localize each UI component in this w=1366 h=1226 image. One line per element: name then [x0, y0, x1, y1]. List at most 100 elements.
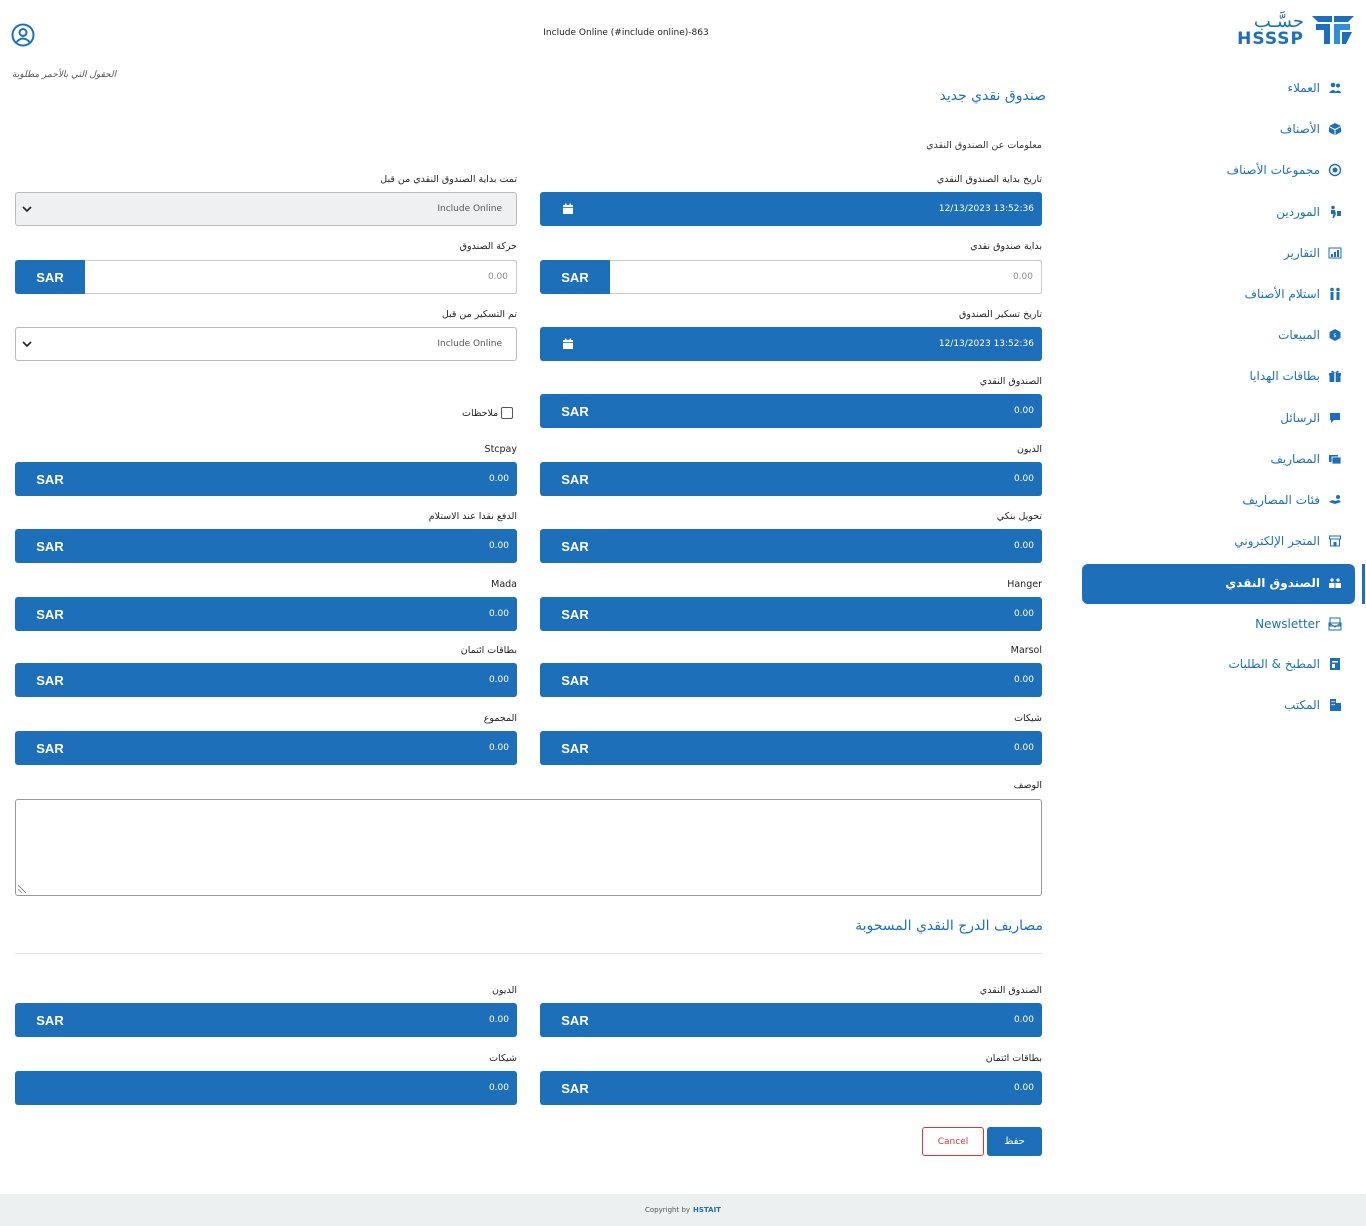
cancel-button[interactable]: Cancel	[922, 1127, 984, 1156]
start-date-field[interactable]: 12/13/2023 13:52:36	[540, 192, 1042, 226]
hanger-label: Hanger	[1007, 579, 1042, 590]
sidebar-item-office[interactable]: المكتب	[1284, 693, 1342, 717]
sidebar-item-cash-register[interactable]: الصندوق النقدي	[1225, 571, 1342, 595]
close-date-field[interactable]: 12/13/2023 13:52:36	[540, 327, 1042, 361]
newsletter-icon	[1328, 617, 1342, 631]
closed-by-select[interactable]: Include Online	[15, 327, 517, 361]
withdrawn-credit-amount-field[interactable]: SAR 0.00	[540, 1071, 1042, 1105]
footer: Copyright by HSTAIT	[0, 1194, 1366, 1226]
total-label: المجموع	[483, 713, 517, 724]
sidebar-item-customers[interactable]: العملاء	[1287, 76, 1342, 100]
sidebar-item-newsletter[interactable]: Newsletter	[1255, 612, 1342, 636]
currency-label: SAR	[36, 538, 64, 554]
footer-brand-link[interactable]: HSTAIT	[693, 1206, 721, 1214]
checks-amount-field[interactable]: SAR 0.00	[540, 731, 1042, 765]
supplier-icon	[1328, 205, 1342, 219]
stcpay-label: Stcpay	[484, 444, 517, 455]
sidebar-item-label: المصاريف	[1270, 452, 1320, 466]
withdrawn-cash-amount-value: 0.00	[1013, 1015, 1034, 1025]
notes-label: ملاحظات	[462, 407, 499, 419]
expense-icon	[1328, 452, 1342, 466]
app-logo[interactable]: حسَّـب HSSSP	[1228, 8, 1356, 52]
description-textarea[interactable]	[15, 799, 1042, 896]
users-icon	[1328, 81, 1342, 95]
sidebar-item-online-store[interactable]: المتجر الإلكتروني	[1234, 529, 1342, 553]
close-date-value: 12/13/2023 13:52:36	[938, 339, 1034, 349]
nav-active-highlight	[1082, 564, 1355, 604]
stcpay-amount-field[interactable]: SAR 0.00	[15, 462, 517, 496]
currency-blank	[15, 1071, 85, 1105]
close-date-label: تاريخ تسكير الصندوق	[959, 309, 1042, 320]
withdrawn-cash-amount-field[interactable]: SAR 0.00	[540, 1003, 1042, 1037]
currency-label: SAR	[561, 269, 589, 285]
sidebar-item-sales[interactable]: $ المبيعات	[1278, 323, 1342, 347]
notes-checkbox[interactable]	[501, 407, 514, 419]
currency-label: SAR	[36, 269, 64, 285]
mada-amount-field[interactable]: SAR 0.00	[15, 597, 517, 631]
credit-cards-amount-value: 0.00	[488, 675, 509, 685]
sidebar-item-suppliers[interactable]: الموردين	[1276, 200, 1342, 224]
cash-amount-field[interactable]: SAR 0.00	[540, 394, 1042, 428]
sidebar-item-kitchen-orders[interactable]: المطبخ & الطلبات	[1228, 652, 1342, 676]
expense-category-icon	[1328, 493, 1342, 507]
debts-amount-field[interactable]: SAR 0.00	[540, 462, 1042, 496]
sidebar-item-messages[interactable]: الرسائل	[1280, 406, 1342, 430]
sidebar-item-label: التقارير	[1283, 246, 1320, 260]
withdrawn-debts-amount-field[interactable]: SAR 0.00	[15, 1003, 517, 1037]
chevron-down-icon	[22, 341, 32, 348]
sidebar-item-expenses[interactable]: المصاريف	[1270, 447, 1342, 471]
sidebar-item-label: الأصناف	[1279, 122, 1320, 136]
marsol-amount-field[interactable]: SAR 0.00	[540, 663, 1042, 697]
form-title: صندوق نقدي جديد	[939, 88, 1046, 104]
notes-checkbox-row[interactable]: ملاحظات	[462, 407, 514, 419]
svg-text:$: $	[1333, 333, 1336, 339]
sales-icon: $	[1328, 328, 1342, 342]
opening-amount-field[interactable]: SAR 0.00	[540, 260, 1042, 294]
section-divider	[15, 953, 1042, 954]
sidebar-item-items[interactable]: الأصناف	[1280, 117, 1342, 141]
started-by-select[interactable]: Include Online	[15, 192, 517, 226]
sidebar-item-receiving[interactable]: استلام الأصناف	[1245, 282, 1343, 306]
calendar-icon	[563, 203, 573, 214]
movement-amount-field[interactable]: SAR 0.00	[15, 260, 517, 294]
marsol-label: Marsol	[1010, 645, 1042, 656]
cod-amount-field[interactable]: SAR 0.00	[15, 529, 517, 563]
sidebar-item-label: Newsletter	[1255, 617, 1320, 631]
form-subtitle: معلومات عن الصندوق النقدي	[926, 140, 1042, 151]
sidebar-item-expense-categories[interactable]: فئات المصاريف	[1242, 488, 1342, 512]
sidebar-item-label: الرسائل	[1280, 411, 1320, 425]
closed-by-label: تم التسكير من قبل	[441, 309, 517, 320]
save-button[interactable]: حفظ	[987, 1127, 1042, 1156]
total-amount-field[interactable]: SAR 0.00	[15, 731, 517, 765]
credit-cards-amount-field[interactable]: SAR 0.00	[15, 663, 517, 697]
sidebar-item-reports[interactable]: التقارير	[1284, 241, 1342, 265]
sidebar-item-label: استلام الأصناف	[1244, 287, 1321, 301]
marsol-amount-value: 0.00	[1013, 675, 1034, 685]
group-icon	[1328, 163, 1342, 177]
sidebar-item-label: المتجر الإلكتروني	[1234, 534, 1320, 548]
bank-transfer-label: تحويل بنكي	[996, 511, 1042, 522]
store-icon	[1328, 534, 1342, 548]
logo-arabic: حسَّـب	[1253, 10, 1304, 32]
currency-label: SAR	[36, 1012, 64, 1028]
hanger-amount-field[interactable]: SAR 0.00	[540, 597, 1042, 631]
opening-amount-value: 0.00	[610, 260, 1042, 294]
currency-label: SAR	[561, 740, 589, 756]
box-icon	[1328, 122, 1342, 136]
closed-by-value: Include Online	[437, 339, 502, 349]
withdrawn-checks-amount-value: 0.00	[488, 1083, 509, 1093]
currency-label: SAR	[561, 606, 589, 622]
user-profile-icon[interactable]	[11, 23, 35, 47]
withdrawn-checks-amount-field[interactable]: 0.00	[15, 1071, 517, 1105]
checks-label: شيكات	[1014, 713, 1042, 724]
debts-amount-value: 0.00	[1013, 474, 1034, 484]
currency-label: SAR	[561, 1012, 589, 1028]
sidebar-item-item-groups[interactable]: مجموعات الأصناف	[1227, 158, 1342, 182]
mada-amount-value: 0.00	[488, 609, 509, 619]
bank-transfer-amount-field[interactable]: SAR 0.00	[540, 529, 1042, 563]
total-amount-value: 0.00	[488, 743, 509, 753]
sidebar-item-gift-cards[interactable]: بطاقات الهدايا	[1250, 364, 1343, 388]
gift-icon	[1328, 369, 1342, 383]
currency-label: SAR	[561, 1080, 589, 1096]
resize-grip-icon[interactable]	[18, 885, 26, 893]
